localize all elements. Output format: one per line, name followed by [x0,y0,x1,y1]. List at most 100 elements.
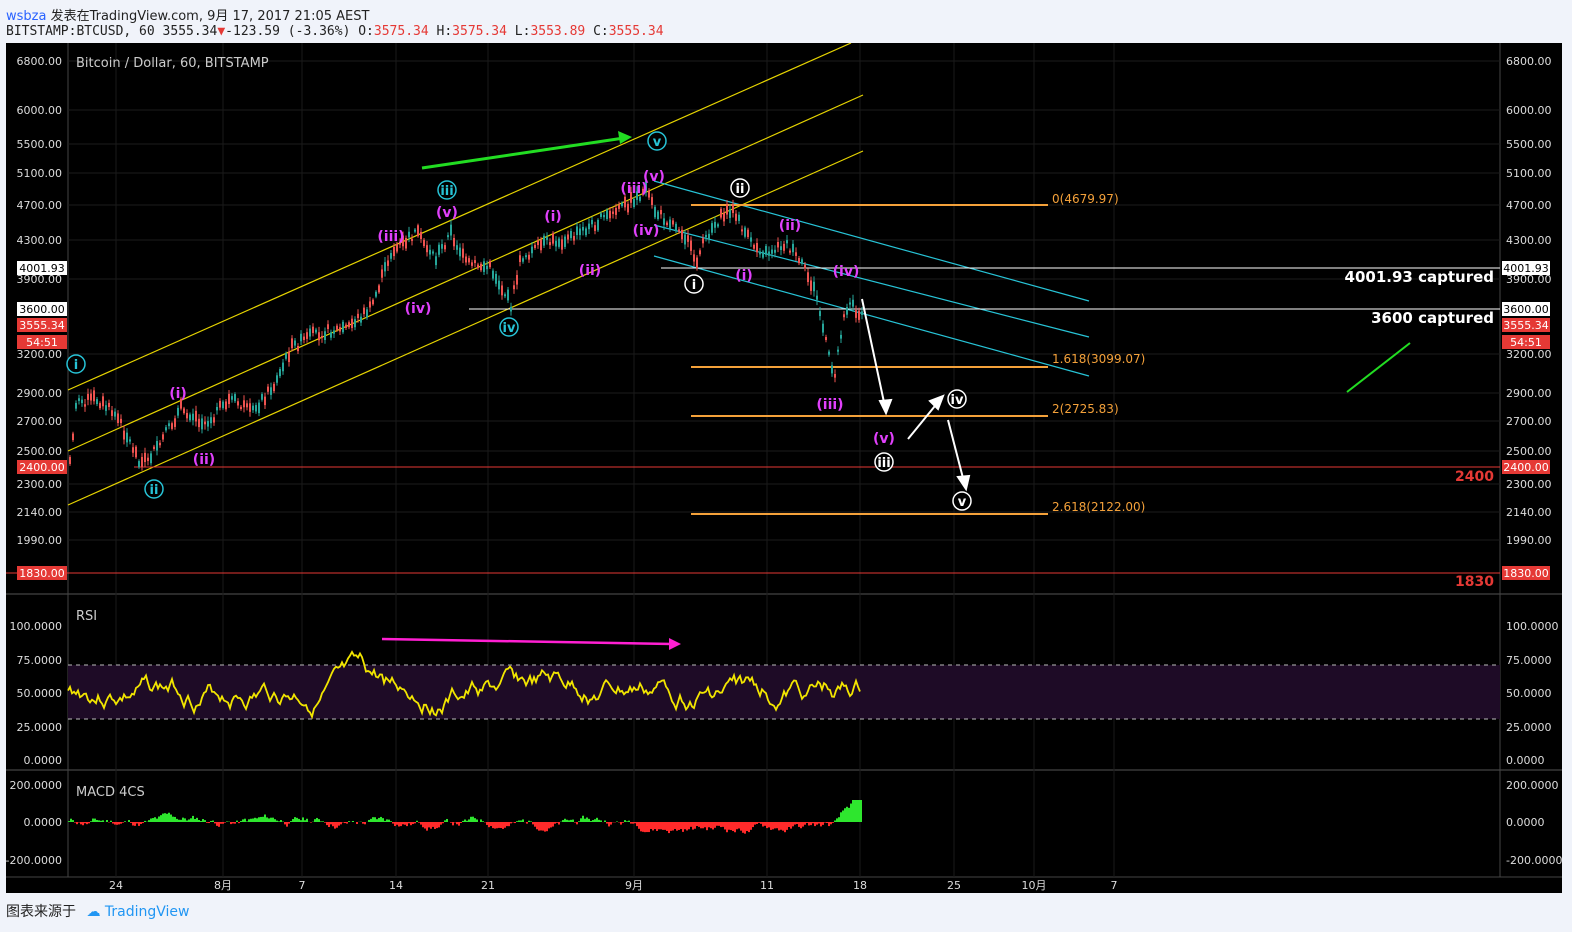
candle-body [315,329,317,333]
macd-bar [388,819,390,822]
candle-body [513,285,515,290]
macd-bar [738,822,740,829]
candle-body [162,434,164,440]
macd-bar [76,822,78,825]
macd-bar [194,819,196,822]
macd-bar [858,800,860,822]
candle-body [678,229,680,232]
fib-2-label: 2(2725.83) [1052,402,1119,416]
macd-bar [832,822,834,823]
candle-body [348,322,350,328]
candle-body [285,353,287,359]
macd-bar [770,822,772,830]
candle-body [174,418,176,427]
candle-body [726,204,728,215]
macd-bar [504,822,506,828]
candle-body [411,238,413,241]
macd-bar [634,822,636,824]
price-tag-right: 3555.34 [1502,318,1550,332]
macd-bar [514,822,516,824]
candle-body [825,337,827,341]
rsi-tick-right: 75.0000 [1506,654,1552,667]
macd-bar [736,822,738,830]
candle-body [498,280,500,290]
candle-body [81,399,83,404]
candle-body [258,402,260,414]
macd-bar [150,818,152,822]
rsi-tick-right: 100.0000 [1506,620,1559,633]
candle-body [435,256,437,266]
rsi-tick-right: 0.0000 [1506,754,1545,767]
candle-body [708,233,710,240]
svg-text:(ii): (ii) [779,218,801,234]
macd-bar [730,822,732,831]
svg-text:2400.00: 2400.00 [1503,461,1549,474]
candle-body [231,396,233,400]
candle-body [297,345,299,352]
macd-bar [554,822,556,824]
candle-body [594,225,596,231]
candle-body [531,246,533,254]
candle-body [240,406,242,410]
macd-bar [650,822,652,829]
svg-text:iv: iv [503,321,516,336]
svg-text:(iii): (iii) [377,229,404,245]
candle-body [396,243,398,252]
macd-bar [78,822,80,823]
macd-bar [304,820,306,822]
macd-bar [140,822,142,825]
macd-bar [364,822,366,825]
candle-body [477,264,479,269]
macd-bar [458,822,460,826]
chart-canvas[interactable]: 6800.00 6000.00 5500.00 5100.00 4700.00 4300.… [6,42,1562,893]
macd-bar [264,814,266,822]
close-value: 3555.34 [608,24,664,39]
macd-bar [528,820,530,822]
macd-bar [390,821,392,822]
tradingview-brand[interactable]: TradingView [104,904,190,920]
macd-bar [376,819,378,822]
candle-body [561,239,563,250]
candle-body [213,417,215,423]
tradingview-logo[interactable]: ☁ TradingView [86,904,190,920]
candle-body [357,313,359,319]
price-tick-left: 4300.00 [17,234,63,247]
macd-bar [502,822,504,829]
candle-body [72,433,74,441]
price-change: -123.59 (-3.36%) [225,24,351,39]
macd-bar [846,806,848,822]
macd-bar [346,822,348,824]
macd-bar [480,819,482,822]
price-tag-left: 54:51 [17,335,67,349]
candle-body [354,319,356,328]
candle-body [195,410,197,422]
projection-arrows [861,298,971,492]
author-link[interactable]: wsbza [6,9,47,24]
macd-bar [464,819,466,822]
candle-body [291,338,293,349]
price-tick-right: 5100.00 [1506,167,1552,180]
candle-body [78,398,80,401]
macd-bar [186,820,188,822]
candle-body [621,202,623,207]
price-tick-right: 3200.00 [1506,348,1552,361]
macd-bar [90,821,92,822]
candle-body [135,446,137,458]
wave-label-minor: (v) [643,169,665,185]
macd-bar [518,820,520,822]
open-label: O: [358,24,374,39]
macd-bar [586,817,588,822]
price-tick-right: 2140.00 [1506,506,1552,519]
macd-bar [176,818,178,822]
candle-body [189,414,191,421]
candle-body [183,408,185,414]
macd-bar [630,822,632,824]
candle-body [171,423,173,429]
candle-body [360,316,362,323]
chart-area[interactable]: 6800.00 6000.00 5500.00 5100.00 4700.00 4300.… [6,42,1562,893]
candle-body [246,403,248,408]
macd-bar [252,818,254,822]
macd-bar [536,822,538,830]
svg-text:(i): (i) [544,209,562,225]
macd-bar [712,822,714,830]
